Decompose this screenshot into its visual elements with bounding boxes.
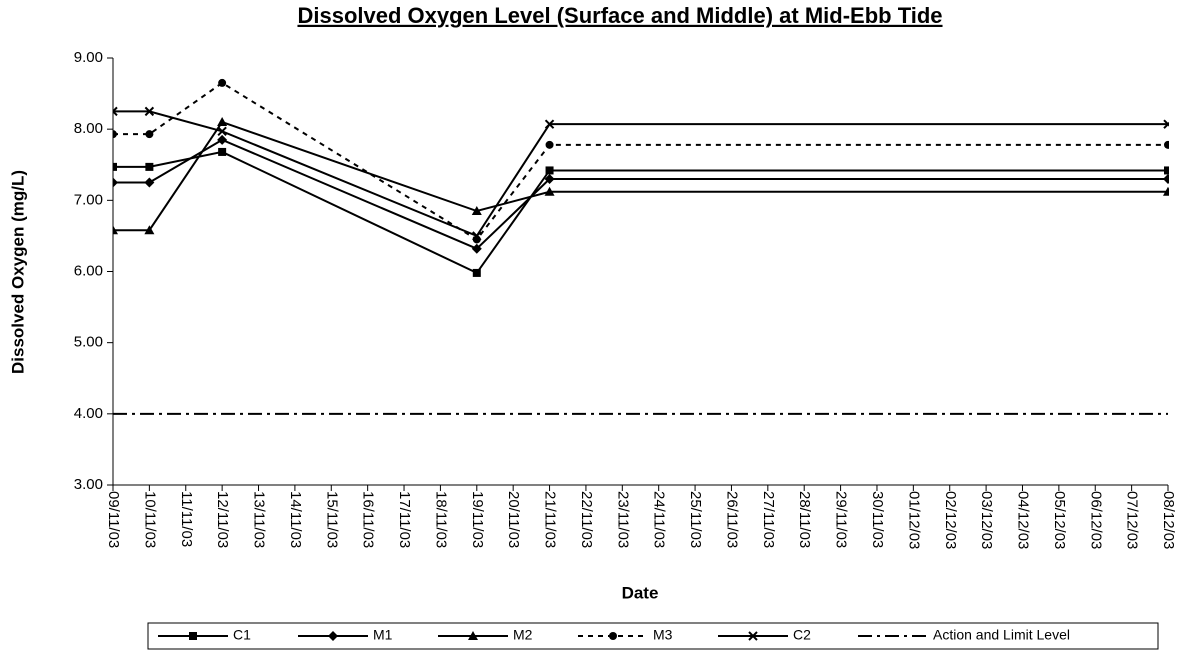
y-tick-label: 8.00: [74, 120, 103, 137]
series-line: [113, 120, 1168, 232]
y-axis-title: Dissolved Oxygen (mg/L): [8, 170, 27, 374]
marker: [748, 631, 758, 641]
x-tick-label: 14/11/03: [287, 491, 304, 548]
marker: [217, 117, 228, 127]
marker: [113, 225, 118, 235]
marker: [144, 177, 155, 188]
x-tick-label: 08/12/03: [1160, 491, 1177, 549]
marker: [472, 268, 481, 277]
x-axis-title: Date: [622, 583, 659, 602]
legend-label: C1: [233, 627, 251, 643]
marker: [217, 126, 227, 137]
series-line: [113, 81, 1168, 241]
x-tick-label: 13/11/03: [251, 491, 268, 548]
x-tick-label: 04/12/03: [1015, 491, 1032, 549]
marker: [545, 140, 554, 149]
y-tick-label: 6.00: [74, 262, 103, 279]
marker: [472, 231, 482, 241]
x-tick-label: 15/11/03: [323, 491, 340, 548]
legend-box: [147, 622, 1159, 650]
x-tick-label: 06/12/03: [1087, 491, 1104, 549]
marker: [544, 119, 555, 129]
x-tick-label: 20/11/03: [505, 491, 522, 548]
y-tick-label: 5.00: [74, 334, 103, 351]
marker: [218, 147, 227, 156]
y-tick-label: 4.00: [74, 405, 103, 422]
x-tick-label: 27/11/03: [760, 491, 777, 548]
x-tick-label: 16/11/03: [360, 491, 377, 548]
legend-label: Action and Limit Level: [933, 627, 1070, 643]
x-tick-label: 17/11/03: [396, 491, 413, 548]
x-tick-label: 24/11/03: [651, 491, 668, 548]
y-tick-label: 3.00: [74, 476, 103, 493]
marker: [328, 631, 338, 641]
marker: [145, 130, 154, 139]
marker: [145, 162, 154, 171]
x-tick-label: 21/11/03: [542, 491, 559, 548]
legend-label: M3: [653, 627, 673, 643]
x-tick-label: 05/12/03: [1051, 491, 1068, 549]
marker: [113, 162, 117, 171]
marker: [471, 243, 482, 254]
legend: C1 M1 M2 M3 C2 Action and Limit Level: [147, 622, 1159, 650]
series-line: [113, 110, 1168, 238]
x-tick-label: 22/11/03: [578, 491, 595, 548]
x-tick-label: 12/11/03: [214, 491, 231, 548]
marker: [1164, 140, 1169, 149]
y-tick-label: 9.00: [74, 49, 103, 66]
legend-label: M2: [513, 627, 533, 643]
marker: [609, 632, 617, 640]
x-tick-label: 11/11/03: [178, 491, 195, 547]
x-tick-label: 25/11/03: [687, 491, 704, 548]
marker: [1164, 166, 1169, 175]
x-tick-label: 26/11/03: [723, 491, 740, 548]
marker: [544, 173, 555, 184]
x-tick-label: 07/12/03: [1124, 491, 1141, 549]
marker: [217, 134, 228, 145]
x-tick-label: 02/12/03: [942, 491, 959, 549]
marker: [545, 166, 554, 175]
x-tick-label: 28/11/03: [796, 491, 813, 548]
marker: [144, 225, 155, 235]
x-tick-label: 29/11/03: [833, 491, 850, 548]
marker: [113, 130, 117, 139]
marker: [113, 177, 118, 188]
plot-area: [113, 78, 1169, 415]
y-tick-label: 7.00: [74, 191, 103, 208]
x-tick-label: 09/11/03: [105, 491, 122, 548]
x-tick-label: 30/11/03: [869, 491, 886, 548]
x-tick-label: 10/11/03: [141, 491, 158, 548]
marker: [544, 186, 555, 196]
marker: [471, 206, 482, 216]
legend-label: M1: [373, 627, 393, 643]
series-line: [113, 150, 1168, 275]
x-tick-label: 19/11/03: [469, 491, 486, 548]
x-tick-label: 01/12/03: [905, 491, 922, 549]
marker: [113, 106, 118, 117]
marker: [189, 632, 197, 640]
marker: [1163, 173, 1169, 184]
marker: [468, 631, 478, 640]
marker: [1163, 119, 1169, 129]
marker: [144, 106, 155, 117]
series-line: [113, 138, 1168, 250]
marker: [1163, 186, 1169, 196]
x-tick-label: 18/11/03: [432, 491, 449, 548]
x-tick-label: 03/12/03: [978, 491, 995, 549]
chart-title: Dissolved Oxygen Level (Surface and Midd…: [297, 3, 942, 28]
legend-label: C2: [793, 627, 811, 643]
marker: [218, 78, 227, 87]
x-tick-label: 23/11/03: [614, 491, 631, 548]
